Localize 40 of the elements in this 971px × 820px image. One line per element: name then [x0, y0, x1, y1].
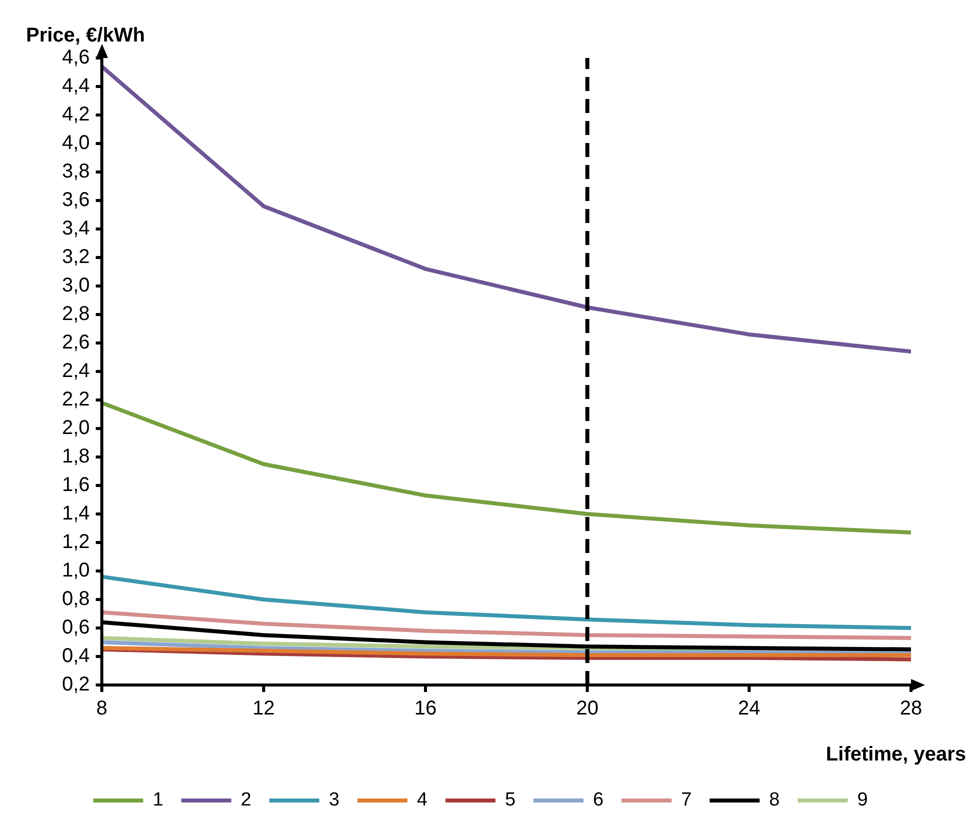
y-tick-label: 3,0: [62, 274, 90, 297]
x-tick-label: 28: [900, 698, 922, 720]
y-tick-label: 2,6: [62, 332, 90, 354]
y-tick-label: 1,6: [62, 474, 90, 496]
y-tick-label: 4,2: [62, 104, 90, 126]
y-tick-label: 2,2: [62, 388, 90, 411]
legend-label: 4: [416, 790, 428, 811]
y-tick-label: 3,8: [62, 160, 90, 183]
x-tick-label: 20: [576, 698, 598, 720]
y-tick-label: 2,8: [62, 303, 90, 326]
y-tick-label: 0,2: [62, 674, 90, 696]
y-tick-label: 3,4: [62, 218, 90, 240]
y-tick-label: 4,4: [62, 75, 90, 98]
legend-label: 5: [504, 790, 516, 811]
legend-label: 8: [769, 790, 780, 811]
y-tick-label: 4,0: [62, 132, 90, 154]
y-tick-label: 0,6: [62, 616, 90, 639]
y-tick-label: 3,6: [62, 189, 90, 212]
y-tick-label: 0,8: [62, 588, 90, 610]
x-tick-label: 12: [252, 698, 275, 720]
legend-label: 9: [857, 790, 868, 811]
x-tick-label: 8: [96, 698, 108, 720]
legend-label: 7: [681, 790, 692, 811]
y-tick-label: 1,8: [62, 446, 90, 468]
y-tick-label: 2,0: [62, 417, 90, 440]
y-tick-label: 2,4: [62, 360, 90, 382]
y-tick-label: 1,0: [62, 560, 90, 582]
legend-label: 2: [240, 790, 252, 811]
legend-label: 3: [328, 790, 340, 811]
y-tick-label: 0,4: [62, 645, 90, 668]
y-tick-label: 1,2: [62, 531, 90, 554]
y-tick-label: 3,2: [62, 246, 90, 268]
x-tick-label: 24: [738, 698, 760, 720]
y-tick-label: 1,4: [62, 502, 90, 525]
y-axis-title: Price, €/kWh: [26, 24, 145, 47]
x-tick-label: 16: [414, 698, 437, 720]
x-axis-title: Lifetime, years: [826, 744, 966, 766]
legend-label: 1: [152, 790, 164, 811]
y-tick-label: 4,6: [62, 46, 90, 69]
legend-label: 6: [593, 790, 604, 811]
